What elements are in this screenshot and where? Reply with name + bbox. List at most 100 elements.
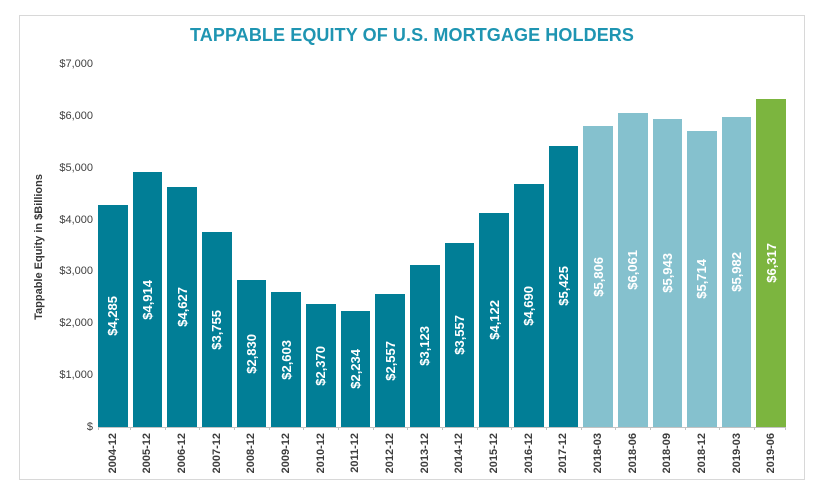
y-tick-label: $7,000 [59, 58, 93, 70]
bar-value-label: $5,943 [659, 253, 675, 293]
x-tick-label: 2018-09 [661, 433, 674, 474]
x-tick-label-slot: 2008-12 [237, 433, 267, 481]
bar-value-label: $5,982 [729, 252, 745, 292]
bar-value-label: $4,122 [486, 300, 502, 340]
bar-2013-12: $3,123 [409, 265, 440, 427]
x-axis-tick [753, 427, 755, 430]
bar-value-label: $2,603 [278, 339, 294, 380]
x-tick-label: 2010-12 [314, 433, 327, 474]
y-tick-label: $4,000 [59, 213, 93, 226]
x-axis-tick [303, 427, 305, 430]
x-tick-label: 2018-06 [626, 433, 639, 474]
x-tick-label-slot: 2018-03 [583, 433, 613, 481]
x-axis-tick [164, 427, 166, 430]
bar-2004-12: $4,285 [98, 204, 128, 427]
x-tick-label: 2004-12 [106, 433, 119, 474]
x-tick-label: 2005-12 [141, 433, 154, 474]
x-axis-tick [442, 427, 443, 430]
x-axis-labels: 2004-12 2005-12 2006-12 2007-12 2008-12 2009-… [98, 433, 786, 481]
x-tick-label-slot: 2012-12 [375, 433, 405, 481]
bar-2018-09: $5,943 [652, 118, 683, 427]
bar-2006-12: $4,627 [167, 187, 197, 427]
x-tick-label-slot: 2016-12 [514, 433, 544, 481]
bar-2018-06: $6,061 [617, 112, 648, 427]
bar-value-label: $5,806 [590, 256, 606, 297]
y-tick-label: $3,000 [59, 265, 93, 278]
bars-container: $4,285 $4,914 $4,627 $3,755 $2,830 $2,603 $2,3… [98, 65, 787, 427]
bar-value-label: $3,123 [417, 326, 433, 366]
y-tick-label: $5,000 [59, 161, 93, 174]
plot-area: $4,285 $4,914 $4,627 $3,755 $2,830 $2,603 $2,3… [98, 65, 787, 430]
x-tick-label-slot: 2013-12 [410, 433, 440, 481]
y-axis-tick-labels: $7,000 $6,000 $5,000 $4,000 $3,000 $2,000 $1,0… [20, 58, 93, 433]
x-axis-tick [684, 427, 686, 430]
x-axis-tick [130, 427, 132, 430]
x-tick-label-slot: 2019-06 [756, 433, 786, 481]
x-tick-label: 2007-12 [210, 433, 223, 474]
bar-value-label: $2,370 [313, 345, 329, 386]
x-tick-label-slot: 2014-12 [445, 433, 475, 481]
x-tick-label: 2019-03 [730, 433, 743, 474]
bar-value-label: $4,690 [521, 285, 537, 326]
x-tick-label-slot: 2007-12 [202, 433, 232, 481]
x-tick-label-slot: 2018-12 [687, 433, 717, 481]
x-tick-label: 2017-12 [557, 433, 570, 474]
x-tick-label: 2006-12 [176, 433, 189, 474]
x-axis-tick [234, 427, 236, 430]
bar-value-label: $3,557 [451, 314, 467, 355]
x-axis-tick [476, 427, 478, 430]
x-axis-tick [372, 427, 374, 430]
bar-2019-03: $5,982 [721, 116, 752, 427]
bar-value-label: $3,755 [209, 309, 225, 350]
bar-value-label: $5,714 [694, 258, 710, 299]
bar-2011-12: $2,234 [340, 311, 371, 427]
y-tick-label: $ [86, 421, 93, 433]
bar-2018-03: $5,806 [583, 125, 613, 427]
bar-2012-12: $2,557 [375, 294, 405, 427]
bar-value-label: $2,234 [347, 349, 363, 389]
x-tick-label-slot: 2019-03 [722, 433, 752, 481]
bar-2017-12: $5,425 [548, 145, 579, 427]
x-tick-label-slot: 2009-12 [271, 433, 301, 481]
y-tick-label: $1,000 [59, 369, 93, 382]
bar-2019-06: $6,317 [756, 99, 787, 427]
x-axis-tick [407, 427, 409, 430]
bar-2014-12: $3,557 [444, 242, 475, 427]
bar-value-label: $4,627 [174, 287, 190, 327]
bar-value-label: $4,914 [139, 279, 155, 320]
x-tick-label-slot: 2010-12 [306, 433, 336, 481]
x-tick-label-slot: 2018-06 [618, 433, 648, 481]
x-tick-label-slot: 2005-12 [133, 433, 163, 481]
x-tick-label: 2011-12 [349, 433, 362, 473]
y-tick-label: $6,000 [59, 109, 93, 122]
x-tick-label: 2016-12 [522, 433, 535, 474]
bar-value-label: $2,830 [243, 333, 259, 374]
x-axis-tick [268, 427, 270, 430]
x-tick-label: 2012-12 [384, 433, 397, 474]
bar-value-label: $5,425 [555, 266, 571, 307]
bar-2005-12: $4,914 [132, 172, 163, 427]
x-tick-label: 2019-06 [765, 433, 778, 474]
x-tick-label-slot: 2017-12 [549, 433, 579, 481]
x-tick-label-slot: 2011-12 [341, 433, 371, 481]
y-tick-label: $2,000 [59, 317, 93, 330]
bar-2008-12: $2,830 [236, 280, 267, 427]
bar-value-label: $4,285 [105, 296, 121, 336]
x-axis-tick [199, 427, 201, 430]
x-tick-label: 2013-12 [418, 433, 431, 474]
x-tick-label-slot: 2006-12 [167, 433, 197, 481]
bar-2015-12: $4,122 [479, 213, 509, 427]
chart-frame: TAPPABLE EQUITY OF U.S. MORTGAGE HOLDERS… [19, 15, 805, 480]
x-tick-label: 2008-12 [245, 433, 258, 474]
x-axis-tick [719, 427, 721, 430]
x-axis-tick [511, 427, 513, 430]
x-axis-tick [338, 427, 340, 430]
x-axis-tick [98, 427, 99, 430]
bar-2007-12: $3,755 [201, 232, 232, 427]
x-tick-label-slot: 2004-12 [98, 433, 128, 481]
x-tick-label: 2018-03 [592, 433, 605, 474]
x-axis-tick [649, 427, 651, 430]
bar-2010-12: $2,370 [305, 304, 336, 427]
x-tick-label: 2015-12 [488, 433, 501, 474]
